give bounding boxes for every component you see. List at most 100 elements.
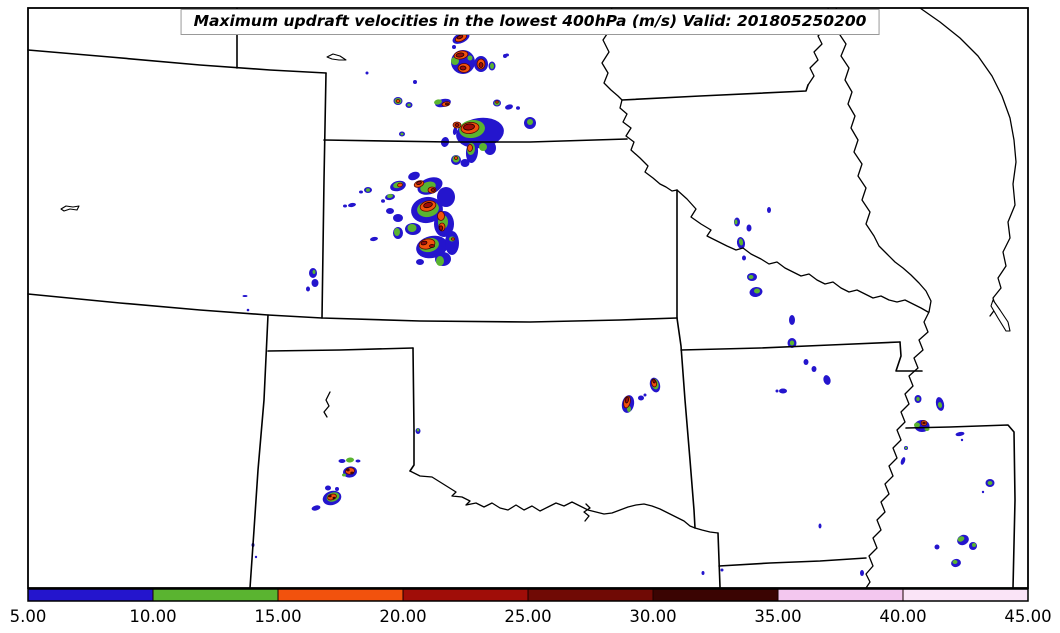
river-line xyxy=(323,391,331,418)
storm-cell-blob-level-4 xyxy=(459,65,467,71)
storm-cell-blob-level-1 xyxy=(934,544,940,550)
storm-cell-blob-level-4 xyxy=(423,201,433,209)
colorbar-segment-20-25 xyxy=(403,589,528,601)
storm-cell-blob-level-1 xyxy=(900,457,906,465)
storm-cell-blob-level-1 xyxy=(720,568,724,572)
storm-cell-blob-level-2 xyxy=(387,193,393,199)
state-border-line xyxy=(321,72,327,319)
storm-cell-blob-level-2 xyxy=(407,224,417,232)
storm-cell-blob-level-4 xyxy=(420,240,428,246)
storm-cell-blob-level-1 xyxy=(386,208,394,214)
colorbar-tick-label: 25.00 xyxy=(504,607,551,626)
river-line xyxy=(835,7,932,313)
storm-cell-blob-level-1 xyxy=(746,224,752,232)
lake-outline xyxy=(60,205,80,212)
colorbar-tick-label: 30.00 xyxy=(629,607,676,626)
storm-cell-blob-level-1 xyxy=(860,570,864,576)
storm-cell-blob-level-1 xyxy=(955,431,965,437)
colorbar-tick-label: 5.00 xyxy=(10,607,47,626)
colorbar-segment-25-30 xyxy=(528,589,653,601)
storm-cell-blob-level-1 xyxy=(355,459,361,463)
storm-cell-blob-level-1 xyxy=(452,127,458,135)
storm-cell-blob-level-1 xyxy=(775,389,779,393)
state-border-line xyxy=(680,341,901,351)
state-border-line xyxy=(409,347,415,472)
storm-cell-blob-level-4 xyxy=(328,494,332,498)
storm-cell-blob-level-1 xyxy=(254,555,258,559)
storm-cell-blob-level-1 xyxy=(445,231,459,255)
storm-cell-blob-level-2 xyxy=(490,63,494,69)
colorbar-tick-label: 35.00 xyxy=(754,607,801,626)
storm-cell-blob-level-2 xyxy=(416,428,420,432)
storm-cell-blob-level-1 xyxy=(789,315,795,325)
storm-cell-blob-level-4 xyxy=(332,496,336,500)
storm-cell-blob-level-1 xyxy=(960,438,964,442)
storm-cell-blob-level-2 xyxy=(916,397,920,401)
state-border-line xyxy=(621,84,809,101)
storm-cell-blob-level-1 xyxy=(505,53,509,57)
storm-cell-blob-level-2 xyxy=(738,238,744,246)
storm-cell-blob-level-1 xyxy=(393,214,403,222)
storm-cell-blob-level-1 xyxy=(335,487,339,491)
storm-cell-blob-level-4 xyxy=(350,471,354,475)
state-border-line xyxy=(27,293,678,323)
river-line xyxy=(865,311,930,589)
colorbar-tick-label: 45.00 xyxy=(1004,607,1051,626)
river-line xyxy=(919,7,1017,317)
storm-cell-blob-level-4 xyxy=(455,52,465,58)
storm-cell-blob-level-2 xyxy=(914,422,920,428)
storm-cell-blob-level-1 xyxy=(359,190,363,194)
storm-cell-blob-level-1 xyxy=(505,104,513,110)
storm-cell-blob-level-1 xyxy=(779,388,787,394)
state-border-line xyxy=(905,424,1016,589)
storm-cell-blob-level-2 xyxy=(407,103,411,107)
storm-cell-blob-level-1 xyxy=(311,279,319,287)
storm-cell-blob-level-1 xyxy=(981,490,985,494)
storm-cell-blob-level-1 xyxy=(742,255,746,261)
storm-cell-blob-level-2 xyxy=(754,288,760,294)
state-border-line xyxy=(676,317,696,529)
storm-cell-blob-level-1 xyxy=(452,45,456,49)
storm-cell-blob-level-1 xyxy=(381,199,385,203)
storm-cell-blob-level-4 xyxy=(454,123,460,127)
colorbar-tick-label: 40.00 xyxy=(879,607,926,626)
storm-cell-blob-level-4 xyxy=(463,123,475,131)
storm-cell-blob-level-3 xyxy=(437,211,445,221)
state-border-line xyxy=(323,138,628,143)
colorbar-outline xyxy=(27,588,1029,602)
storm-cell-blob-level-2 xyxy=(987,481,993,485)
storm-cell-blob-level-1 xyxy=(338,459,346,463)
river-line xyxy=(601,7,678,192)
storm-cell-blob-level-1 xyxy=(246,308,250,312)
colorbar-segment-35-40 xyxy=(778,589,903,601)
storm-cell-blob-level-2 xyxy=(312,270,316,274)
storm-cell-blob-level-4 xyxy=(416,180,422,186)
storm-cell-blob-level-1 xyxy=(365,71,369,75)
river-line xyxy=(583,503,591,522)
storm-cell-blob-level-3 xyxy=(467,144,473,152)
storm-cell-blob-level-2 xyxy=(957,536,965,542)
storm-cell-blob-level-1 xyxy=(803,359,809,365)
colorbar-segment-30-35 xyxy=(653,589,778,601)
storm-cell-blob-level-1 xyxy=(818,523,822,529)
storm-cell-blob-level-1 xyxy=(484,141,496,155)
storm-cell-blob-level-1 xyxy=(823,375,831,385)
storm-cell-blob-level-2 xyxy=(904,446,908,450)
storm-cell-blob-level-1 xyxy=(311,505,321,511)
storm-cell-blob-level-2 xyxy=(400,132,404,136)
storm-cell-blob-level-1 xyxy=(325,485,331,491)
storm-cell-blob-level-4 xyxy=(625,396,629,404)
storm-cell-blob-level-2 xyxy=(366,188,370,192)
storm-cell-blob-level-1 xyxy=(460,159,470,167)
storm-cell-blob-level-2 xyxy=(789,340,795,346)
lake-outline xyxy=(990,299,1011,332)
storm-cell-blob-level-3 xyxy=(397,182,403,188)
state-border-line xyxy=(267,347,414,352)
storm-cell-blob-level-1 xyxy=(416,259,424,265)
storm-cell-blob-level-3 xyxy=(454,156,458,160)
storm-cell-blob-level-3 xyxy=(495,100,499,104)
storm-cell-blob-level-4 xyxy=(346,468,350,472)
